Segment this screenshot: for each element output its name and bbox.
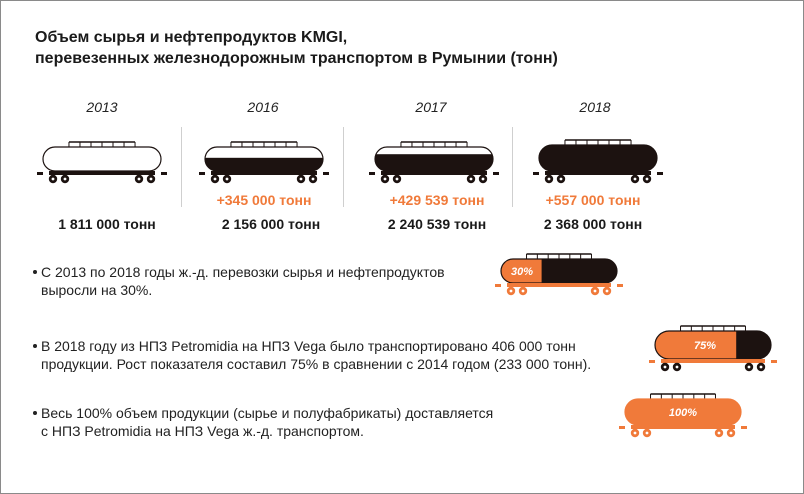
fact-petromidia-line-2: продукции. Рост показателя составил 75% … xyxy=(41,356,592,372)
tank-body xyxy=(43,147,161,171)
fact-growth-line-1: С 2013 по 2018 годы ж.-д. перевозки сырь… xyxy=(41,264,445,280)
tank-car-2017-icon xyxy=(369,141,499,184)
tank-badge-label: 75% xyxy=(694,340,716,352)
column-divider xyxy=(512,127,513,207)
tons-2018: 2 368 000 тонн xyxy=(543,216,643,232)
tank-car-100-icon: 100% xyxy=(619,393,747,438)
tank-railing xyxy=(650,393,716,400)
tons-2017: 2 240 539 тонн xyxy=(387,216,487,232)
fact-rail-line-1: Весь 100% объем продукции (сырье и полуф… xyxy=(41,405,494,421)
tank-car-75-icon: 75% xyxy=(649,325,777,372)
tank-body xyxy=(655,331,771,359)
column-divider xyxy=(181,127,182,207)
tank-body xyxy=(501,259,617,283)
tank-badge-label: 100% xyxy=(669,407,697,419)
page-title: Объем сырья и нефтепродуктов KMGI, перев… xyxy=(35,27,735,69)
fact-rail-line-2: с НПЗ Petromidia на НПЗ Vega ж.-д. транс… xyxy=(41,423,364,439)
year-label-2017: 2017 xyxy=(415,99,447,115)
year-label-2018: 2018 xyxy=(579,99,611,115)
tank-body xyxy=(625,399,741,425)
tank-body xyxy=(539,145,657,171)
tank-railing xyxy=(68,141,136,148)
bullet-icon xyxy=(33,411,37,415)
year-label-2016: 2016 xyxy=(247,99,279,115)
tank-badge-label: 30% xyxy=(511,266,533,278)
tons-2013: 1 811 000 тонн xyxy=(58,216,156,232)
fact-growth-line-2: выросли на 30%. xyxy=(41,282,153,298)
tank-car-2018-icon xyxy=(533,139,663,184)
fact-growth: С 2013 по 2018 годы ж.-д. перевозки сырь… xyxy=(33,263,445,299)
tank-car-2016-icon xyxy=(199,141,329,184)
delta-2018: +557 000 тонн xyxy=(545,192,641,208)
delta-2017: +429 539 тонн xyxy=(389,192,485,208)
tank-undercarriage xyxy=(649,359,777,372)
title-line-1: Объем сырья и нефтепродуктов KMGI, xyxy=(35,29,348,46)
tank-car-2013-icon xyxy=(37,141,167,184)
delta-2016: +345 000 тонн xyxy=(216,192,312,208)
tank-undercarriage xyxy=(369,171,499,184)
tank-undercarriage xyxy=(495,283,623,296)
bullet-icon xyxy=(33,270,37,274)
tank-undercarriage xyxy=(37,171,167,184)
tank-car-30-icon: 30% xyxy=(495,253,623,296)
tank-undercarriage xyxy=(533,171,663,184)
bullet-icon xyxy=(33,344,37,348)
title-line-2: перевезенных железнодорожным транспортом… xyxy=(35,50,558,67)
fact-rail-delivery: Весь 100% объем продукции (сырье и полуф… xyxy=(33,404,494,440)
fact-petromidia-line-1: В 2018 году из НПЗ Petromidia на НПЗ Veg… xyxy=(41,338,576,354)
tons-2016: 2 156 000 тонн xyxy=(221,216,321,232)
tank-body xyxy=(375,147,493,171)
tank-body xyxy=(205,147,323,171)
tank-undercarriage xyxy=(619,425,747,438)
tank-undercarriage xyxy=(199,171,329,184)
column-divider xyxy=(343,127,344,207)
year-label-2013: 2013 xyxy=(86,99,118,115)
fact-petromidia-vega: В 2018 году из НПЗ Petromidia на НПЗ Veg… xyxy=(33,337,592,373)
